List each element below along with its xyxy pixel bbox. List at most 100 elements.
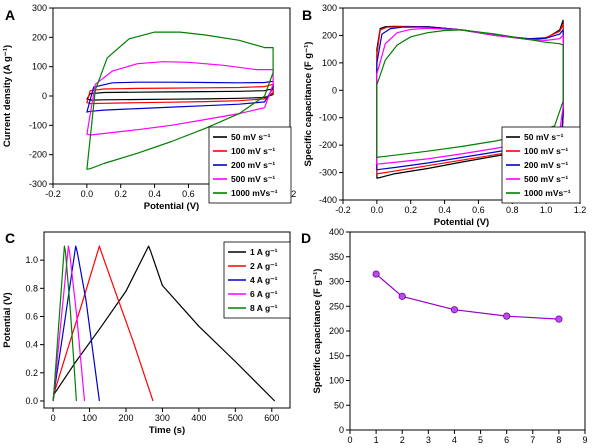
x-tick-label: 1 (374, 435, 379, 445)
series-line-1 (86, 88, 274, 101)
series-line-2 (52, 245, 154, 402)
x-tick-label: 0.8 (506, 205, 519, 215)
x-tick-label: 600 (264, 413, 279, 423)
legend-label: 100 mV s⁻¹ (231, 146, 275, 156)
series-line-1 (52, 245, 276, 402)
x-tick-label: 9 (582, 435, 587, 445)
y-axis-label: Current density (A g⁻¹) (2, 45, 13, 147)
x-tick-label: 3 (426, 435, 431, 445)
x-tick-label: 500 (228, 413, 243, 423)
y-tick-label: 100 (322, 58, 337, 68)
y-axis-label: Specific capacitance (F g⁻¹) (312, 269, 323, 394)
y-tick-label: 250 (329, 301, 344, 311)
chart-panel-c: 0 100 200 300 400 500 600 0.0 0.2 0.4 0.6 0.8 1.0 Tim… (2, 230, 291, 436)
y-tick-label: 0.6 (25, 311, 38, 321)
x-axis-label: Potential (V) (144, 201, 199, 212)
legend-label: 500 mV s⁻¹ (524, 174, 568, 184)
chart-panel-a: -0.20.00.20.40.60.81.01.2-300-200-100010… (2, 3, 296, 212)
y-axis-label: Potential (V) (2, 292, 13, 347)
x-tick-label: 5 (478, 435, 483, 445)
x-tick-label: 6 (504, 435, 509, 445)
x-tick-label: 0.4 (438, 205, 451, 215)
legend-label: 8 A g⁻¹ (250, 303, 278, 313)
y-tick-label: 300 (322, 3, 337, 13)
legend-label: 100 mV s⁻¹ (524, 146, 568, 156)
plot-frame (342, 7, 581, 201)
y-tick-label: -100 (29, 120, 47, 130)
x-tick-label: 8 (556, 435, 561, 445)
x-tick-label: 7 (530, 435, 535, 445)
panel-letter: B (302, 7, 312, 23)
x-tick-label: 0.2 (404, 205, 417, 215)
series-line-5 (52, 245, 77, 402)
x-tick-label: 0.2 (114, 189, 127, 199)
y-tick-label: 0 (332, 85, 337, 95)
legend-label: 6 A g⁻¹ (250, 289, 278, 299)
y-tick-label: 50 (334, 400, 344, 410)
series-line-5 (86, 31, 274, 170)
y-tick-label: 350 (329, 252, 344, 262)
y-tick-label: 200 (322, 30, 337, 40)
legend-label: 1000 mVs⁻¹ (231, 188, 278, 198)
panel-letter: D (301, 230, 311, 246)
y-tick-label: 300 (329, 277, 344, 287)
legend-label: 500 mV s⁻¹ (231, 174, 275, 184)
x-tick-label: 0.4 (148, 189, 161, 199)
series-line-4 (52, 245, 86, 402)
y-tick-label: 1.0 (25, 255, 38, 265)
y-tick-label: 100 (329, 376, 344, 386)
y-tick-label: -300 (29, 179, 47, 189)
x-tick-label: 100 (82, 413, 97, 423)
x-tick-label: 0 (347, 435, 352, 445)
x-tick-label: 0.6 (182, 189, 195, 199)
data-point (450, 306, 459, 314)
chart-panel-b: -0.2 0.0 0.2 0.4 0.6 0.8 1.0 1.2 -400 -300 -200 -10… (302, 3, 586, 228)
y-tick-label: 0.0 (25, 396, 38, 406)
y-tick-label: -100 (319, 113, 337, 123)
y-tick-label: -200 (29, 150, 47, 160)
x-tick-label: 0 (51, 413, 56, 423)
legend-label: 50 mV s⁻¹ (231, 132, 271, 142)
y-tick-label: 0.4 (25, 340, 38, 350)
plot-frame (43, 231, 291, 409)
x-tick-label: 200 (118, 413, 133, 423)
y-tick-label: -400 (319, 195, 337, 205)
series-line-5 (376, 29, 564, 159)
legend-label: 1 A g⁻¹ (250, 247, 278, 257)
x-tick-label: 2 (400, 435, 405, 445)
x-axis-label: Potential (V) (434, 217, 489, 228)
y-tick-label: -300 (319, 168, 337, 178)
legend-label: 50 mV s⁻¹ (524, 132, 564, 142)
y-axis-label: Specific capacitance (F g⁻¹) (303, 42, 314, 167)
x-tick-label: 0.6 (472, 205, 485, 215)
y-tick-label: 300 (32, 3, 47, 13)
panel-letter: C (5, 230, 15, 246)
data-point (372, 270, 380, 278)
data-point (503, 312, 511, 320)
series-line-3 (376, 26, 564, 171)
series-line-3 (86, 80, 274, 113)
x-tick-label: 4 (452, 435, 457, 445)
x-tick-label: 0.0 (371, 205, 384, 215)
y-tick-label: -200 (319, 140, 337, 150)
legend-label: 4 A g⁻¹ (250, 275, 278, 285)
legend-label: 200 mV s⁻¹ (231, 160, 275, 170)
y-tick-label: 0 (42, 91, 47, 101)
y-tick-label: 100 (32, 62, 47, 72)
y-tick-label: 200 (329, 326, 344, 336)
y-tick-label: 0 (339, 425, 344, 435)
y-tick-label: 150 (329, 351, 344, 361)
y-tick-label: 0.8 (25, 283, 38, 293)
series-line-2 (376, 23, 564, 175)
legend-label: 200 mV s⁻¹ (524, 160, 568, 170)
chart-panel-d: 0123456789050100150200250300350400Curren… (301, 227, 588, 448)
y-tick-label: 400 (329, 227, 344, 237)
series-line-4 (376, 27, 564, 165)
data-point (398, 292, 406, 300)
x-tick-label: 400 (191, 413, 206, 423)
x-tick-label: 1.2 (574, 205, 587, 215)
x-tick-label: 1.0 (540, 205, 553, 215)
legend-label: 2 A g⁻¹ (250, 261, 278, 271)
legend-label: 1000 mVs⁻¹ (524, 188, 571, 198)
